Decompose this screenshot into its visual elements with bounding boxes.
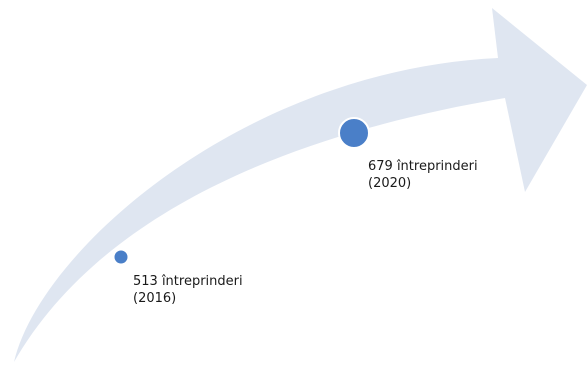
- milestone-2020-label: 679 întreprinderi (2020): [368, 158, 478, 192]
- milestone-2016-label: 513 întreprinderi (2016): [133, 273, 243, 307]
- milestone-2020-marker: [338, 117, 370, 149]
- milestone-2016-year: (2016): [133, 291, 177, 306]
- milestone-2020-year: (2020): [368, 176, 412, 191]
- milestone-2016-value: 513 întreprinderi: [133, 274, 243, 289]
- growth-arrow-shape: [14, 8, 587, 362]
- milestone-2020-value: 679 întreprinderi: [368, 159, 478, 174]
- milestone-2016-marker: [112, 248, 130, 266]
